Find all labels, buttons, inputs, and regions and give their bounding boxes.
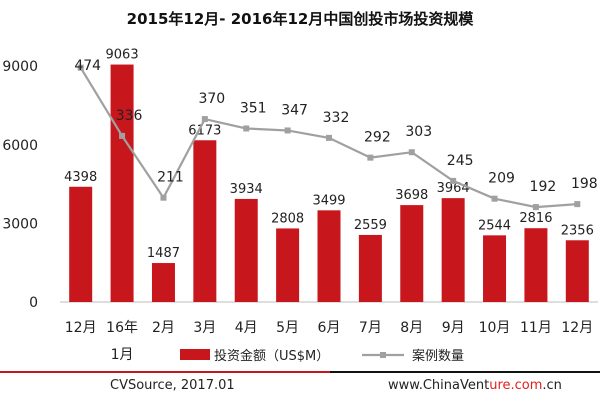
bar-value-label: 4398 bbox=[64, 170, 97, 185]
line-value-label: 245 bbox=[447, 153, 474, 169]
x-tick-label: 3月 bbox=[193, 320, 216, 336]
line-value-label: 332 bbox=[323, 110, 350, 126]
bar-value-label: 6173 bbox=[188, 123, 221, 138]
line-value-label: 292 bbox=[364, 130, 391, 146]
bar-value-label: 9063 bbox=[106, 48, 139, 63]
line-point bbox=[284, 127, 291, 134]
line-value-label: 474 bbox=[74, 58, 101, 74]
line-value-label: 303 bbox=[405, 124, 432, 140]
line-point bbox=[243, 125, 250, 132]
bar-value-label: 2808 bbox=[271, 211, 304, 226]
legend-bar-swatch bbox=[180, 349, 210, 360]
x-tick-label: 12月 bbox=[65, 320, 97, 336]
bar-value-label: 2559 bbox=[354, 218, 387, 233]
line-value-label: 211 bbox=[157, 170, 184, 186]
line-point bbox=[532, 204, 539, 211]
x-tick-label: 12月 bbox=[561, 320, 593, 336]
legend-bar-label: 投资金额（US$M） bbox=[214, 348, 329, 364]
line-point bbox=[408, 149, 415, 156]
x-tick-sublabel: 1月 bbox=[111, 347, 134, 363]
bar bbox=[441, 198, 465, 302]
line-value-label: 209 bbox=[488, 171, 515, 187]
bar bbox=[193, 140, 217, 302]
line-point bbox=[574, 201, 581, 208]
bar bbox=[483, 235, 507, 302]
x-tick-label: 4月 bbox=[235, 320, 258, 336]
line-value-label: 198 bbox=[571, 176, 598, 192]
x-tick-label: 16年 bbox=[106, 320, 138, 336]
line-value-label: 192 bbox=[530, 179, 557, 195]
source-note: CVSource, 2017.01 bbox=[110, 378, 235, 393]
bar bbox=[400, 205, 424, 302]
line-point bbox=[119, 132, 126, 139]
line-point bbox=[450, 177, 457, 184]
bar-value-label: 2816 bbox=[519, 211, 552, 226]
line-point bbox=[326, 134, 332, 141]
bar bbox=[151, 263, 175, 302]
x-tick-label: 2月 bbox=[152, 320, 175, 336]
line-value-label: 370 bbox=[198, 91, 225, 107]
bar-value-label: 3499 bbox=[312, 193, 345, 208]
bar bbox=[234, 198, 258, 302]
legend-line-marker bbox=[380, 352, 386, 358]
x-tick-label: 7月 bbox=[359, 320, 382, 336]
line-point bbox=[491, 195, 498, 202]
line-value-label: 347 bbox=[281, 102, 308, 118]
x-tick-label: 5月 bbox=[276, 320, 299, 336]
bar bbox=[317, 210, 341, 302]
bar-value-label: 1487 bbox=[147, 246, 180, 261]
bar bbox=[524, 228, 548, 302]
x-tick-label: 10月 bbox=[479, 320, 511, 336]
bar-value-label: 2544 bbox=[478, 218, 511, 233]
x-tick-label: 6月 bbox=[318, 320, 341, 336]
y-tick-label: 3000 bbox=[2, 216, 38, 232]
bar bbox=[110, 64, 134, 302]
line-value-label: 336 bbox=[116, 108, 143, 124]
bar bbox=[565, 240, 589, 302]
line-point bbox=[160, 194, 167, 201]
bar bbox=[276, 228, 300, 302]
y-tick-label: 0 bbox=[29, 295, 38, 311]
y-tick-label: 6000 bbox=[2, 138, 38, 154]
line-point bbox=[77, 64, 84, 71]
y-tick-label: 9000 bbox=[2, 59, 38, 75]
line-value-label: 351 bbox=[240, 100, 267, 116]
legend-line-label: 案例数量 bbox=[412, 349, 464, 364]
bar-value-label: 3698 bbox=[395, 188, 428, 203]
bar-value-label: 2356 bbox=[561, 223, 594, 238]
bar-value-label: 3934 bbox=[230, 182, 263, 197]
x-tick-label: 9月 bbox=[442, 320, 465, 336]
x-tick-label: 8月 bbox=[400, 320, 423, 336]
line-point bbox=[367, 154, 374, 161]
website-url-suffix: .cn bbox=[542, 378, 562, 393]
bar bbox=[358, 234, 382, 302]
bar bbox=[69, 186, 93, 302]
website-url-prefix: www.ChinaVent bbox=[388, 378, 490, 393]
watermark-text: ure.com bbox=[489, 378, 543, 393]
website-url: www.ChinaVenture.com.cn bbox=[388, 378, 562, 393]
x-tick-label: 11月 bbox=[520, 320, 552, 336]
chart-title: 2015年12月- 2016年12月中国创投市场投资规模 bbox=[126, 10, 474, 28]
line-point bbox=[201, 116, 208, 123]
